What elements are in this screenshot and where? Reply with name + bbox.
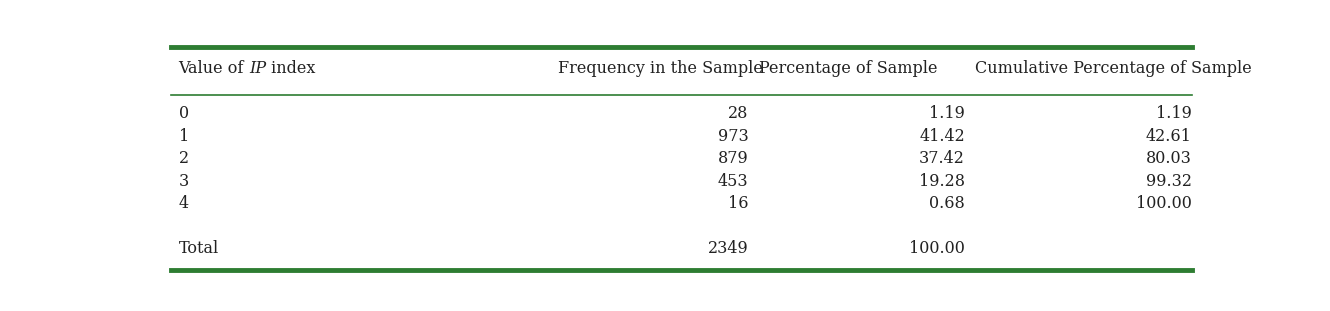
Text: 16: 16 [728, 195, 749, 212]
Text: 100.00: 100.00 [1136, 195, 1192, 212]
Text: 99.32: 99.32 [1146, 173, 1192, 190]
Text: 100.00: 100.00 [910, 240, 966, 257]
Text: IP: IP [249, 60, 266, 77]
Text: 41.42: 41.42 [919, 128, 966, 145]
Text: 37.42: 37.42 [919, 150, 966, 167]
Text: Value of: Value of [178, 60, 249, 77]
Text: 3: 3 [178, 173, 189, 190]
Text: 42.61: 42.61 [1146, 128, 1192, 145]
Text: 453: 453 [718, 173, 749, 190]
Text: 4: 4 [178, 195, 189, 212]
Text: 2: 2 [178, 150, 189, 167]
Text: 1: 1 [178, 128, 189, 145]
Text: 1.19: 1.19 [1156, 105, 1192, 122]
Text: Percentage of Sample: Percentage of Sample [759, 60, 938, 77]
Text: 80.03: 80.03 [1146, 150, 1192, 167]
Text: 19.28: 19.28 [919, 173, 966, 190]
Text: 879: 879 [718, 150, 749, 167]
Text: 28: 28 [729, 105, 749, 122]
Text: 973: 973 [718, 128, 749, 145]
Text: Total: Total [178, 240, 219, 257]
Text: 1.19: 1.19 [930, 105, 966, 122]
Text: Frequency in the Sample: Frequency in the Sample [559, 60, 763, 77]
Text: 0: 0 [178, 105, 189, 122]
Text: index: index [266, 60, 315, 77]
Text: Cumulative Percentage of Sample: Cumulative Percentage of Sample [975, 60, 1252, 77]
Text: 2349: 2349 [708, 240, 749, 257]
Text: 0.68: 0.68 [930, 195, 966, 212]
